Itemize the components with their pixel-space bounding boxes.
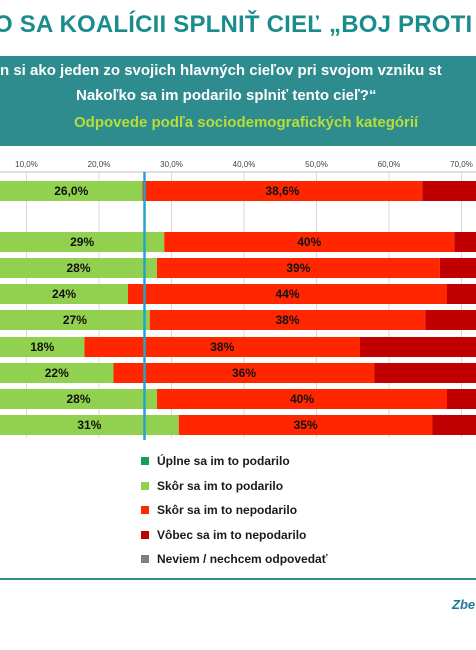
- tick-label: 30,0%: [160, 160, 183, 169]
- data-label-rather-yes: 26,0%: [54, 184, 88, 198]
- tick-label: 10,0%: [15, 160, 38, 169]
- question-line-1: n si ako jeden zo svojich hlavných cieľo…: [0, 62, 442, 79]
- data-label-rather-yes: 22%: [45, 366, 69, 380]
- legend-label: Neviem / nechcem odpovedať: [157, 552, 328, 567]
- tick-label: 50,0%: [305, 160, 328, 169]
- data-label-rather-yes: 27%: [63, 313, 87, 327]
- bar-not-at-all: [422, 181, 476, 201]
- legend-label: Úplne sa im to podarilo: [157, 454, 290, 469]
- bar-rather-yes: [0, 310, 150, 330]
- data-label-rather-no: 38%: [275, 313, 299, 327]
- legend-label: Skôr sa im to podarilo: [157, 478, 284, 493]
- data-label-rather-no: 38%: [210, 340, 234, 354]
- data-label-rather-no: 44%: [275, 287, 299, 301]
- bar-rather-yes: [0, 258, 157, 278]
- bar-rather-no: [128, 284, 447, 304]
- tick-label: 60,0%: [378, 160, 401, 169]
- question-subtitle: Odpovede podľa sociodemografických kateg…: [74, 114, 419, 131]
- page-title: O SA KOALÍCII SPLNIŤ CIEĽ „BOJ PROTI KO: [0, 11, 476, 38]
- footer-divider: [0, 578, 476, 580]
- legend-label: Vôbec sa im to nepodarilo: [157, 527, 307, 542]
- data-label-rather-yes: 29%: [70, 235, 94, 249]
- footer-text: Zbe: [452, 597, 476, 612]
- data-label-rather-no: 40%: [290, 392, 314, 406]
- data-label-rather-no: 40%: [297, 235, 321, 249]
- legend-item: Neviem / nechcem odpovedať: [141, 547, 327, 572]
- legend-item: Skôr sa im to podarilo: [141, 474, 327, 499]
- bar-not-at-all: [447, 389, 476, 409]
- data-label-rather-no: 39%: [286, 261, 310, 275]
- bar-not-at-all: [425, 310, 476, 330]
- bar-rather-no: [142, 181, 423, 201]
- bar-rather-yes: [0, 389, 157, 409]
- legend-label: Skôr sa im to nepodarilo: [157, 503, 298, 518]
- bar-rather-yes: [0, 415, 179, 435]
- data-label-rather-yes: 24%: [52, 287, 76, 301]
- question-line-2: Nakoľko sa im podarilo splniť tento cieľ…: [76, 87, 377, 104]
- bar-not-at-all: [432, 415, 476, 435]
- bar-rather-yes: [0, 337, 85, 357]
- bar-rather-yes: [0, 284, 128, 304]
- bar-not-at-all: [447, 284, 476, 304]
- data-label-rather-no: 38,6%: [265, 184, 299, 198]
- bar-not-at-all: [360, 337, 476, 357]
- bar-not-at-all: [454, 232, 476, 252]
- legend-swatch: [141, 555, 149, 564]
- legend-item: Skôr sa im to nepodarilo: [141, 498, 327, 523]
- bar-rather-no: [178, 415, 433, 435]
- legend-item: Úplne sa im to podarilo: [141, 449, 327, 474]
- bar-rather-yes: [0, 181, 143, 201]
- data-label-rather-yes: 18%: [30, 340, 54, 354]
- legend-swatch: [141, 530, 149, 539]
- bar-not-at-all: [374, 363, 476, 383]
- tick-label: 20,0%: [88, 160, 111, 169]
- tick-label: 70,0%: [450, 160, 473, 169]
- bar-rather-no: [113, 363, 375, 383]
- bar-not-at-all: [439, 258, 476, 278]
- bar-rather-no: [149, 310, 426, 330]
- legend-swatch: [141, 457, 149, 466]
- bar-rather-yes: [0, 363, 114, 383]
- data-label-rather-no: 36%: [232, 366, 256, 380]
- tick-label: 40,0%: [233, 160, 256, 169]
- question-box: n si ako jeden zo svojich hlavných cieľo…: [0, 56, 476, 146]
- data-label-rather-yes: 28%: [66, 261, 90, 275]
- data-label-rather-yes: 31%: [77, 418, 101, 432]
- legend-swatch: [141, 506, 149, 515]
- legend-swatch: [141, 481, 149, 490]
- bar-rather-no: [164, 232, 455, 252]
- chart-legend: Úplne sa im to podarilo Skôr sa im to pod…: [141, 449, 327, 572]
- data-label-rather-yes: 28%: [66, 392, 90, 406]
- title-banner: O SA KOALÍCII SPLNIŤ CIEĽ „BOJ PROTI KO: [0, 0, 476, 50]
- bar-rather-no: [157, 258, 440, 278]
- bar-rather-no: [157, 389, 447, 409]
- bar-rather-no: [84, 337, 360, 357]
- data-label-rather-no: 35%: [294, 418, 318, 432]
- stacked-bar-chart: 10,0% 20,0% 30,0% 40,0% 50,0% 60,0% 70,0% 26,0%…: [0, 160, 476, 440]
- legend-item: Vôbec sa im to nepodarilo: [141, 523, 327, 548]
- bar-rather-yes: [0, 232, 165, 252]
